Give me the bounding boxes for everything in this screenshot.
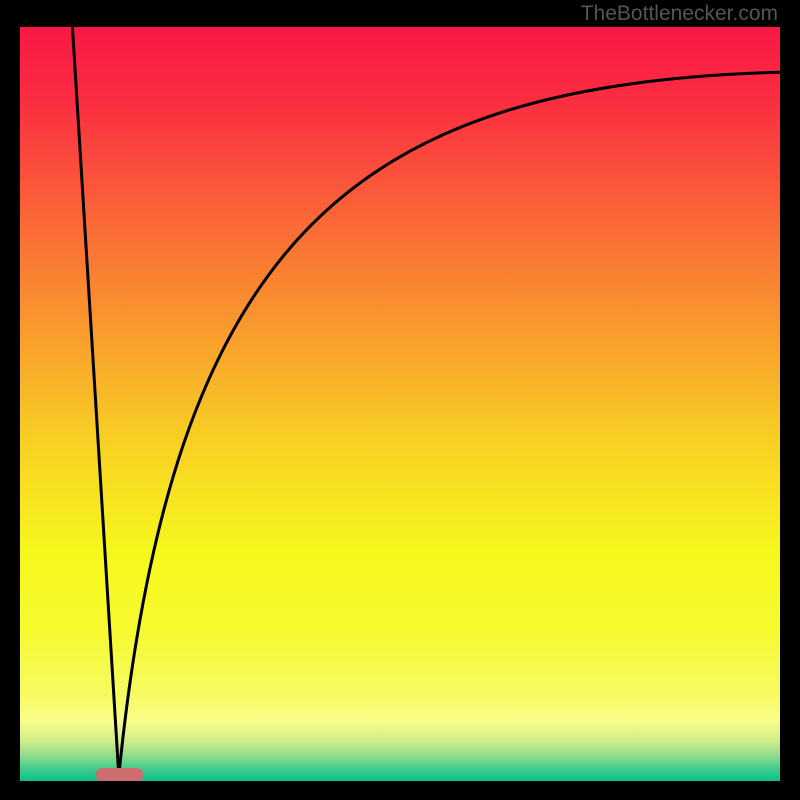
chart-container: TheBottlenecker.com	[0, 0, 800, 800]
bottleneck-curve	[20, 27, 780, 781]
watermark-text: TheBottlenecker.com	[581, 2, 778, 26]
plot-area	[20, 27, 780, 781]
optimal-marker	[96, 768, 144, 781]
